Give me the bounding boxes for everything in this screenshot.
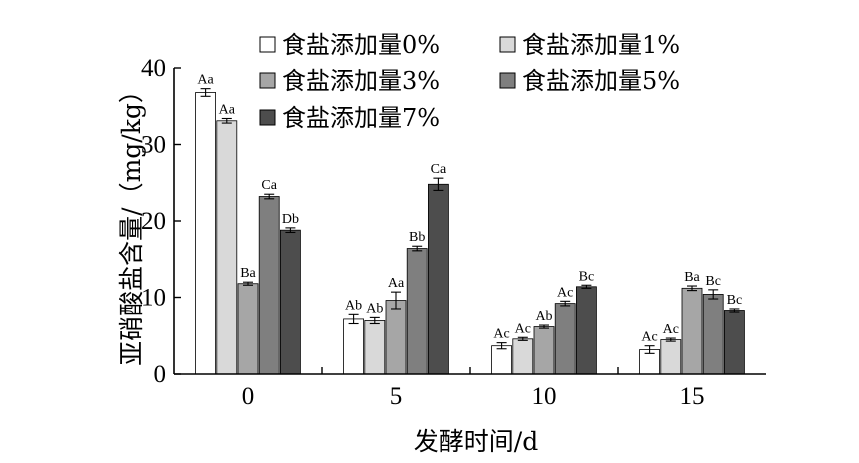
significance-label-4-0: Db [282,212,299,227]
bar-1-3 [660,339,682,375]
error-bar-0-3 [644,345,655,354]
error-bar-4-2 [581,284,592,289]
legend-item-2: 食盐添加量3% [259,67,440,95]
legend-swatch-0 [259,36,276,53]
error-bar-2-3 [687,285,697,292]
bar-0-1 [343,318,365,375]
significance-label-1-1: Ab [366,301,383,316]
y-tick-label-3: 30 [141,132,166,159]
bar-4-2 [576,286,597,375]
x-tick-label-1: 5 [390,383,403,410]
significance-label-4-2: Bc [579,269,595,284]
error-bar-1-2 [517,336,528,341]
error-bar-4-3 [729,308,740,313]
bar-1-2 [512,338,534,375]
significance-label-0-2: Ac [493,327,509,342]
error-bar-3-3 [708,289,719,300]
error-bar-0-1 [348,313,359,325]
legend-label-1: 食盐添加量1% [522,31,680,59]
bar-3-1 [406,248,428,375]
bar-2-2 [533,326,555,375]
x-tick-label-2: 10 [532,383,557,410]
bar-2-3 [681,287,703,375]
legend-label-4: 食盐添加量7% [282,104,440,132]
legend-item-3: 食盐添加量5% [499,67,680,95]
significance-label-3-1: Bb [409,230,425,245]
legend-label-3: 食盐添加量5% [522,67,680,95]
significance-label-0-1: Ab [345,298,362,313]
y-axis-title: 亚硝酸盐含量/（mg/kg） [117,78,146,366]
significance-label-1-0: Aa [219,102,236,117]
significance-label-0-0: Aa [197,73,214,88]
bar-2-0 [237,283,259,375]
legend-item-1: 食盐添加量1% [499,31,680,59]
significance-label-2-1: Aa [388,276,405,291]
error-bar-1-3 [665,337,676,342]
significance-label-2-2: Ab [535,309,552,324]
x-tick-label-3: 15 [680,383,705,410]
error-bar-1-0 [221,117,232,124]
significance-label-3-0: Ca [261,178,277,193]
bar-4-3 [724,310,745,375]
bar-3-3 [702,294,724,375]
legend-swatch-2 [259,72,276,89]
y-tick-label-2: 20 [141,208,166,235]
error-bar-2-2 [539,324,549,329]
legend-item-0: 食盐添加量0% [259,31,440,59]
bar-4-0 [279,229,301,375]
bar-0-2 [491,345,513,375]
error-bar-2-1 [391,291,401,310]
x-tick-label-0: 0 [242,383,255,410]
bar-1-0 [216,120,238,375]
significance-label-3-2: Ac [557,285,573,300]
legend-swatch-4 [259,109,276,126]
bar-1-1 [364,320,386,375]
y-tick-label-0: 0 [154,361,167,388]
significance-label-0-3: Ac [641,330,657,345]
bar-0-0 [195,92,217,375]
error-bar-4-0 [285,227,296,234]
significance-label-4-1: Ca [431,162,447,177]
significance-label-1-3: Ac [663,322,679,337]
significance-label-2-0: Ba [240,266,256,281]
legend-label-0: 食盐添加量0% [282,31,440,59]
error-bar-3-0 [264,193,275,200]
y-axis: 0 10 20 30 40 [141,55,181,388]
significance-label-2-3: Ba [684,270,700,285]
error-bar-0-2 [496,342,507,350]
error-bar-4-1 [433,177,444,191]
legend-label-2: 食盐添加量3% [282,67,440,95]
error-bar-2-0 [243,281,253,286]
x-axis-title: 发酵时间/d [414,427,538,456]
y-tick-label-1: 10 [141,285,166,312]
legend-item-4: 食盐添加量7% [259,104,440,132]
error-bar-0-0 [200,88,211,97]
bar-3-0 [258,196,280,375]
error-bar-3-1 [412,245,423,252]
significance-label-3-3: Bc [705,274,721,289]
legend-swatch-3 [499,72,516,89]
legend: 食盐添加量0% 食盐添加量1% 食盐添加量3% 食盐添加量5% 食盐添加量7% [259,31,680,132]
significance-label-4-3: Bc [727,293,743,308]
bars: Aa Aa Ba Ca Db Ab Ab Aa Bb Ca Ac Ac Ab Ac Bc Ac Ac Ba Bc Bc [195,73,745,375]
error-bar-3-2 [560,300,571,307]
error-bar-1-1 [369,316,380,325]
legend-swatch-1 [499,36,516,53]
bar-3-2 [554,303,576,375]
bar-2-1 [385,300,407,375]
significance-label-1-2: Ac [515,321,531,336]
bar-4-1 [427,183,449,375]
x-axis: 0 5 10 15 [174,367,766,410]
y-tick-label-4: 40 [141,55,166,82]
